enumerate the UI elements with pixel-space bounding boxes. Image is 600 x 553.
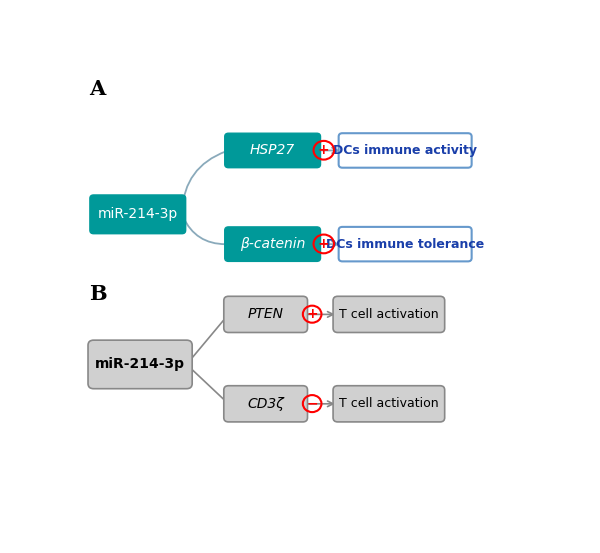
Text: PTEN: PTEN bbox=[248, 307, 284, 321]
FancyBboxPatch shape bbox=[225, 227, 320, 262]
FancyBboxPatch shape bbox=[224, 386, 308, 422]
Text: miR-214-3p: miR-214-3p bbox=[98, 207, 178, 221]
FancyBboxPatch shape bbox=[88, 340, 192, 389]
FancyBboxPatch shape bbox=[333, 386, 445, 422]
Text: T cell activation: T cell activation bbox=[339, 308, 439, 321]
Text: T cell activation: T cell activation bbox=[339, 397, 439, 410]
Text: β-catenin: β-catenin bbox=[240, 237, 305, 251]
FancyBboxPatch shape bbox=[338, 227, 472, 262]
Text: −: − bbox=[307, 397, 318, 410]
FancyBboxPatch shape bbox=[224, 296, 308, 332]
Text: +: + bbox=[318, 237, 329, 251]
FancyBboxPatch shape bbox=[90, 195, 185, 234]
Text: CD3ζ: CD3ζ bbox=[247, 397, 284, 411]
Text: +: + bbox=[307, 307, 318, 321]
Text: +: + bbox=[318, 143, 329, 157]
Text: DCs immune activity: DCs immune activity bbox=[333, 144, 477, 157]
FancyBboxPatch shape bbox=[333, 296, 445, 332]
Text: DCs immune tolerance: DCs immune tolerance bbox=[326, 238, 484, 251]
Text: HSP27: HSP27 bbox=[250, 143, 295, 158]
Text: B: B bbox=[89, 284, 107, 304]
FancyBboxPatch shape bbox=[225, 133, 320, 168]
FancyBboxPatch shape bbox=[338, 133, 472, 168]
Text: A: A bbox=[89, 79, 105, 99]
Text: miR-214-3p: miR-214-3p bbox=[95, 357, 185, 372]
